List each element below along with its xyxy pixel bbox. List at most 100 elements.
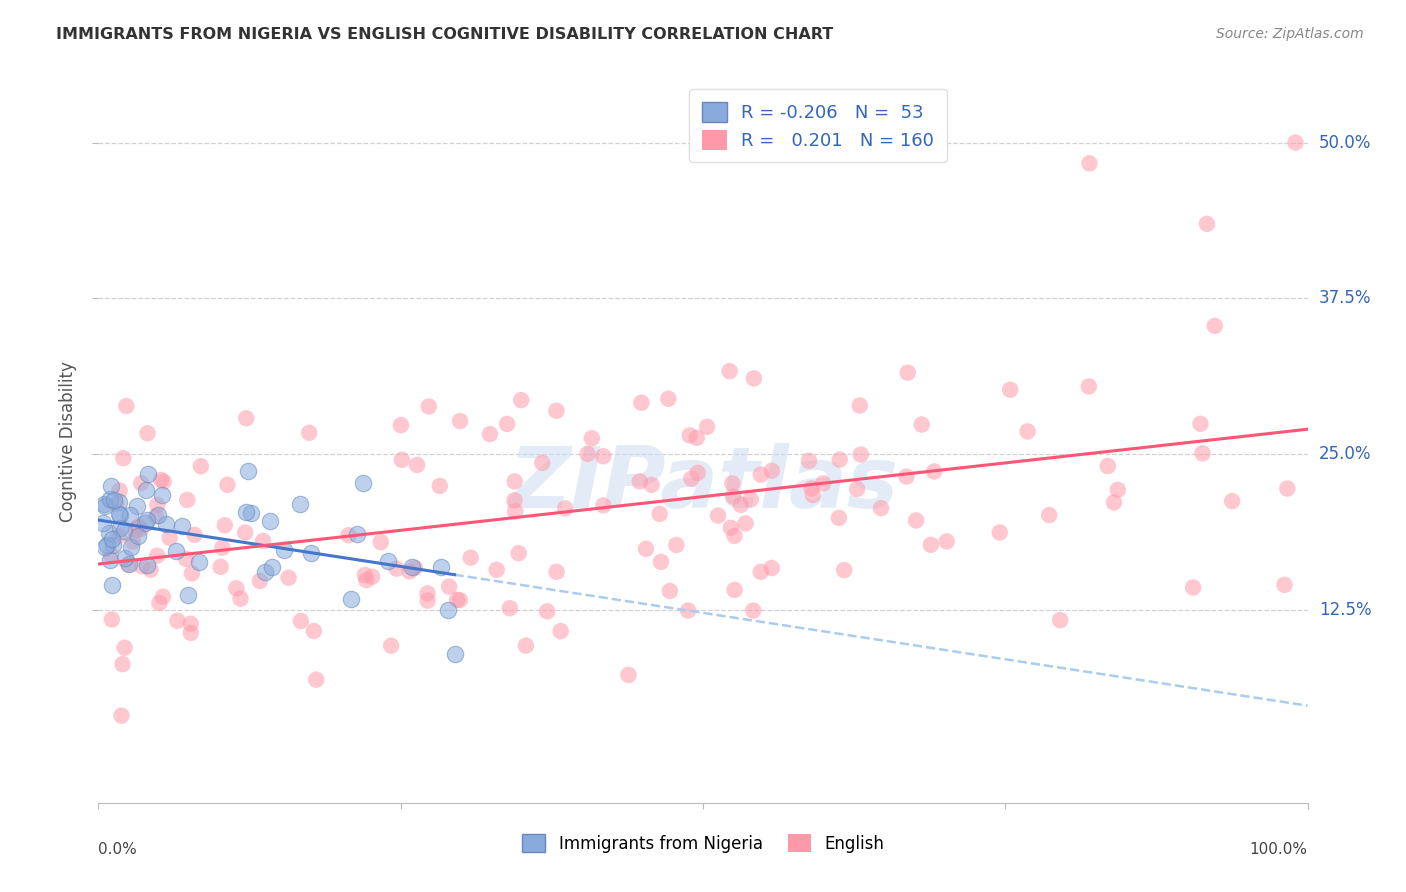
Point — [346, 527, 368, 541]
Point — [1191, 446, 1213, 460]
Point — [391, 452, 413, 467]
Text: 12.5%: 12.5% — [1319, 600, 1371, 619]
Point — [131, 559, 153, 574]
Point — [550, 624, 572, 639]
Point — [828, 511, 851, 525]
Point — [177, 588, 200, 602]
Point — [503, 493, 526, 508]
Point — [174, 552, 197, 566]
Point — [134, 516, 156, 530]
Point — [377, 554, 399, 568]
Point — [112, 524, 135, 538]
Point — [112, 451, 135, 466]
Point — [686, 466, 709, 480]
Point — [108, 483, 131, 498]
Point — [686, 431, 709, 445]
Point — [180, 616, 202, 631]
Point — [554, 501, 576, 516]
Point — [998, 383, 1021, 397]
Point — [124, 524, 146, 538]
Point — [988, 525, 1011, 540]
Point — [115, 399, 138, 413]
Point — [449, 414, 471, 428]
Point — [380, 639, 402, 653]
Point — [515, 639, 537, 653]
Point — [260, 559, 283, 574]
Y-axis label: Cognitive Disability: Cognitive Disability — [59, 361, 77, 522]
Point — [135, 558, 157, 572]
Point — [628, 475, 651, 489]
Point — [581, 431, 603, 445]
Point — [176, 492, 198, 507]
Point — [679, 428, 702, 442]
Point — [139, 563, 162, 577]
Point — [121, 540, 143, 554]
Point — [146, 498, 169, 512]
Point — [1220, 494, 1243, 508]
Point — [254, 565, 277, 579]
Point — [122, 534, 145, 549]
Point — [922, 465, 945, 479]
Text: ZIPatlas: ZIPatlas — [508, 443, 898, 526]
Point — [640, 478, 662, 492]
Point — [404, 561, 426, 575]
Point — [352, 476, 374, 491]
Point — [1277, 482, 1299, 496]
Point — [531, 456, 554, 470]
Point — [828, 452, 851, 467]
Point — [136, 426, 159, 441]
Point — [148, 596, 170, 610]
Point — [749, 467, 772, 482]
Point — [460, 550, 482, 565]
Point — [696, 420, 718, 434]
Point — [849, 399, 872, 413]
Point — [117, 558, 139, 572]
Point — [98, 492, 121, 507]
Point — [576, 447, 599, 461]
Point — [811, 476, 834, 491]
Point — [437, 580, 460, 594]
Point — [496, 417, 519, 431]
Point — [485, 563, 508, 577]
Point — [761, 464, 783, 478]
Point — [127, 519, 149, 533]
Point — [136, 513, 159, 527]
Point — [723, 582, 745, 597]
Point — [165, 543, 187, 558]
Point — [617, 668, 640, 682]
Point — [340, 591, 363, 606]
Point — [849, 448, 872, 462]
Point — [1284, 136, 1306, 150]
Point — [190, 459, 212, 474]
Point — [508, 546, 530, 560]
Point — [100, 532, 122, 546]
Point — [730, 498, 752, 512]
Point — [225, 582, 247, 596]
Point — [832, 563, 855, 577]
Point — [665, 538, 688, 552]
Point — [510, 393, 533, 408]
Point — [630, 395, 652, 409]
Point — [96, 538, 118, 552]
Point — [896, 469, 918, 483]
Legend: Immigrants from Nigeria, English: Immigrants from Nigeria, English — [515, 828, 891, 860]
Point — [129, 476, 152, 491]
Point — [135, 483, 157, 497]
Point — [108, 508, 131, 523]
Point — [720, 521, 742, 535]
Point — [273, 543, 295, 558]
Text: 100.0%: 100.0% — [1250, 842, 1308, 856]
Point — [111, 657, 134, 672]
Point — [107, 494, 129, 508]
Point — [354, 568, 377, 582]
Point — [107, 529, 129, 543]
Point — [1182, 581, 1205, 595]
Point — [406, 458, 429, 472]
Point — [676, 603, 699, 617]
Point — [150, 488, 173, 502]
Point — [93, 497, 115, 511]
Point — [1189, 417, 1212, 431]
Point — [125, 499, 148, 513]
Point — [145, 509, 167, 524]
Point — [94, 540, 117, 554]
